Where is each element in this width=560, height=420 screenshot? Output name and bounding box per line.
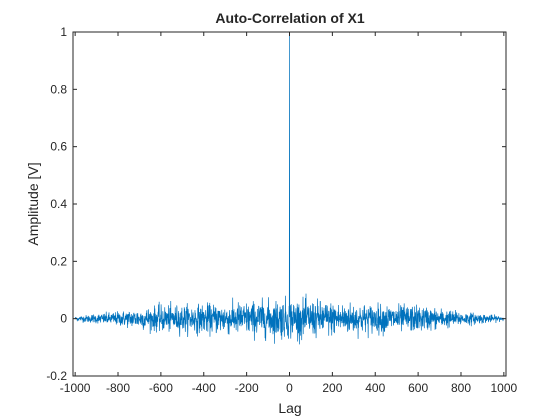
x-axis-label: Lag <box>278 400 301 416</box>
x-axis: -1000 -800 -600 -400 -200 0 200 400 600 800 1000 <box>60 32 518 395</box>
chart-title: Auto-Correlation of X1 <box>215 10 365 26</box>
x-tick-label: -1000 <box>60 381 91 395</box>
x-tick-label: -600 <box>149 381 173 395</box>
x-tick-label: 600 <box>408 381 428 395</box>
y-tick-label: 0 <box>60 312 67 326</box>
x-tick-label: 0 <box>286 381 293 395</box>
x-tick-label: 200 <box>322 381 342 395</box>
y-axis: -0.2 0 0.2 0.4 0.6 0.8 1 <box>46 25 506 383</box>
y-tick-label: -0.2 <box>46 369 67 383</box>
x-tick-label: 400 <box>365 381 385 395</box>
y-axis-label: Amplitude [V] <box>25 162 41 245</box>
x-tick-label: -800 <box>106 381 130 395</box>
y-tick-label: 0.2 <box>50 254 67 268</box>
y-tick-label: 0.6 <box>50 140 67 154</box>
x-tick-label: -200 <box>235 381 259 395</box>
x-tick-label: -400 <box>192 381 216 395</box>
x-tick-label: 1000 <box>491 381 518 395</box>
y-tick-label: 0.4 <box>50 197 67 211</box>
x-tick-label: 800 <box>451 381 471 395</box>
y-tick-label: 0.8 <box>50 82 67 96</box>
y-tick-label: 1 <box>60 25 67 39</box>
